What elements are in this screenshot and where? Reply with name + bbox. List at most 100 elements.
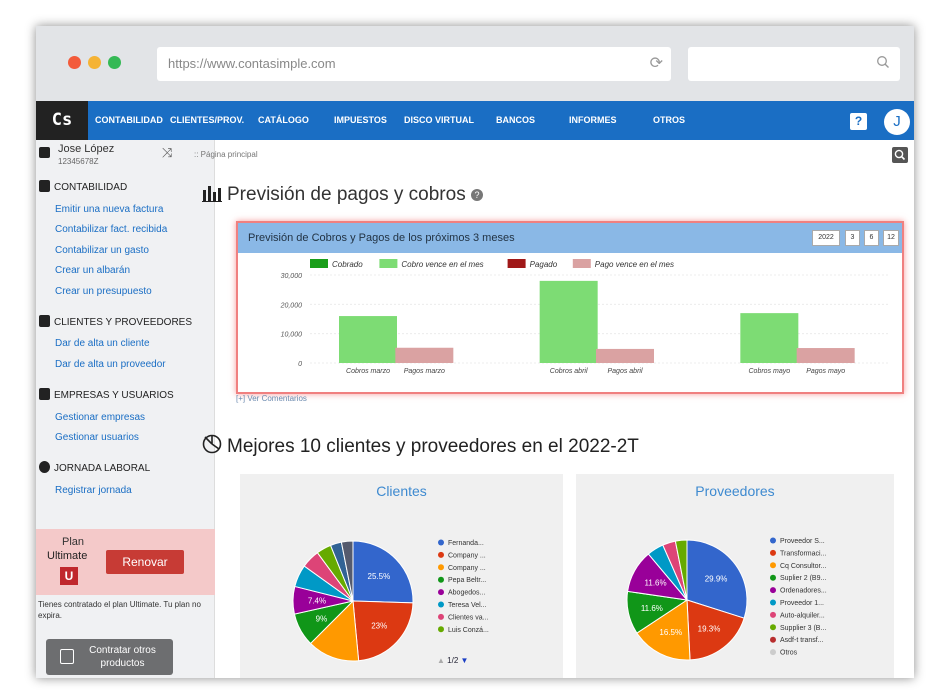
legend-label-ordenadores[interactable]: Ordenadores... xyxy=(780,588,827,595)
legend-dot xyxy=(770,636,776,643)
proveedores-pie-card: Proveedores 29.9% 19.3% 16.5% 11.6% 11.6% Pro… xyxy=(576,474,894,678)
reload-icon[interactable]: ⟳ xyxy=(649,55,663,72)
contract-products-button[interactable]: Contratar otros productos xyxy=(46,639,173,675)
bar-cobros-marzo-cobro-vence-en-el-mes[interactable] xyxy=(339,316,397,363)
x-tick-label-pagos-marzo: Pagos marzo xyxy=(404,368,445,375)
link-alta-proveedor[interactable]: Dar de alta un proveedor xyxy=(55,359,166,370)
search-icon xyxy=(877,56,889,68)
nav-contabilidad[interactable]: CONTABILIDAD xyxy=(95,115,163,125)
bar-pagos-mayo-pago-vence-en-el-mes[interactable] xyxy=(796,348,855,363)
legend-label-company[interactable]: Company ... xyxy=(448,565,486,572)
browser-search-box[interactable] xyxy=(688,47,900,81)
period-6[interactable]: 6 xyxy=(864,230,879,246)
legend-label-cobrado[interactable]: Cobrado xyxy=(332,260,363,269)
link-crear-presupuesto[interactable]: Crear un presupuesto xyxy=(55,286,152,297)
close-window-dot[interactable] xyxy=(68,56,81,69)
legend-dot xyxy=(770,624,776,631)
link-registrar-jornada[interactable]: Registrar jornada xyxy=(55,485,132,496)
link-crear-albaran[interactable]: Crear un albarán xyxy=(55,265,131,276)
x-tick-label-cobros-marzo: Cobros marzo xyxy=(346,368,390,375)
section-title-top10: Mejores 10 clientes y proveedores en el … xyxy=(202,434,639,458)
nav-disco-virtual[interactable]: DISCO VIRTUAL xyxy=(404,115,475,125)
pager-up-icon[interactable]: ▲ xyxy=(437,656,445,665)
nav-otros[interactable]: OTROS xyxy=(653,115,686,125)
legend-label-teresa-vel[interactable]: Teresa Vel... xyxy=(448,602,487,609)
legend-dot xyxy=(770,574,776,581)
legend-swatch-cobrado[interactable] xyxy=(310,259,328,268)
legend-label-supplier-3-b[interactable]: Supplier 3 (B... xyxy=(780,625,826,632)
legend-label-clientes-va[interactable]: Clientes va... xyxy=(448,614,489,621)
minimize-window-dot[interactable] xyxy=(88,56,101,69)
address-bar[interactable]: https://www.contasimple.com ⟳ xyxy=(157,47,671,81)
main-navbar: Cs CONTABILIDAD CLIENTES/PROV. CATÁLOGO … xyxy=(36,101,914,140)
legend-label-otros[interactable]: Otros xyxy=(780,650,798,657)
legend-label-pagado[interactable]: Pagado xyxy=(530,260,558,269)
link-emitir-factura[interactable]: Emitir una nueva factura xyxy=(55,204,164,215)
user-name: Jose López xyxy=(58,143,115,155)
pie-slice-1[interactable] xyxy=(352,540,414,604)
period-3[interactable]: 3 xyxy=(845,230,860,246)
legend-swatch-cobro-vence-en-el-mes[interactable] xyxy=(379,259,398,268)
pie-slice-3[interactable] xyxy=(309,599,360,662)
pie-slice-8[interactable] xyxy=(674,539,688,601)
link-alta-cliente[interactable]: Dar de alta un cliente xyxy=(55,338,150,349)
nav-catalogo[interactable]: CATÁLOGO xyxy=(258,115,309,125)
legend-label-transformaci[interactable]: Transformaci... xyxy=(780,550,826,557)
link-gestionar-empresas[interactable]: Gestionar empresas xyxy=(55,412,146,423)
legend-swatch-pago-vence-en-el-mes[interactable] xyxy=(572,259,591,268)
legend-label-luis-conz[interactable]: Luis Conzá... xyxy=(448,627,489,634)
pie-pager: ▲ 1/2 ▼ xyxy=(437,656,468,665)
nav-clientes-prov[interactable]: CLIENTES/PROV. xyxy=(170,115,245,125)
legend-dot xyxy=(770,587,776,594)
bar-cobros-mayo-cobro-vence-en-el-mes[interactable] xyxy=(740,313,799,363)
legend-label-fernanda[interactable]: Fernanda... xyxy=(448,540,484,547)
renew-button[interactable]: Renovar xyxy=(106,550,184,574)
bar-cobros-abril-cobro-vence-en-el-mes[interactable] xyxy=(539,280,598,363)
legend-label-auto-alquiler[interactable]: Auto-alquiler... xyxy=(780,612,825,619)
pie-slice-10[interactable] xyxy=(340,540,354,602)
legend-label-cobro-vence-en-el-mes[interactable]: Cobro vence en el mes xyxy=(401,260,483,269)
legend-dot xyxy=(438,626,444,633)
pie-data-label: 23% xyxy=(371,622,387,631)
pie-data-label: 29.9% xyxy=(705,575,728,584)
pie-data-label: 19.3% xyxy=(698,625,721,634)
nav-bancos[interactable]: BANCOS xyxy=(496,115,536,125)
legend-label-asdf-t-transf[interactable]: Asdf-t transf... xyxy=(780,637,824,644)
legend-label-proveedor-s[interactable]: Proveedor S... xyxy=(780,538,825,545)
search-zoom-icon[interactable] xyxy=(892,147,908,163)
legend-label-company[interactable]: Company ... xyxy=(448,552,486,559)
bar-pagos-abril-pago-vence-en-el-mes[interactable] xyxy=(596,348,654,363)
switch-user-icon[interactable]: ⤨ xyxy=(162,145,173,160)
app-logo[interactable]: Cs xyxy=(36,101,88,140)
help-icon[interactable]: ? xyxy=(850,113,867,130)
info-icon[interactable]: ? xyxy=(470,189,483,201)
section-contabilidad: CONTABILIDAD xyxy=(39,180,127,193)
period-2022[interactable]: 2022 xyxy=(812,230,840,246)
legend-label-abogedos[interactable]: Abogedos... xyxy=(448,590,485,597)
period-12[interactable]: 12 xyxy=(883,230,899,246)
legend-label-proveedor-1[interactable]: Proveedor 1... xyxy=(780,600,824,607)
nav-impuestos[interactable]: IMPUESTOS xyxy=(334,115,387,125)
url-text: https://www.contasimple.com xyxy=(168,56,336,71)
link-gestionar-usuarios[interactable]: Gestionar usuarios xyxy=(55,432,139,443)
chart-header: Previsión de Cobros y Pagos de los próxi… xyxy=(238,223,902,253)
avatar[interactable]: J xyxy=(884,109,910,135)
link-contabilizar-gasto[interactable]: Contabilizar un gasto xyxy=(55,245,149,256)
legend-label-suplier-2-b9[interactable]: Suplier 2 (B9... xyxy=(780,575,826,582)
pie-slice-2[interactable] xyxy=(352,600,414,662)
legend-swatch-pagado[interactable] xyxy=(507,259,526,268)
legend-label-pepa-beltr[interactable]: Pepa Beltr... xyxy=(448,577,486,584)
view-comments-link[interactable]: [+] Ver Comentarios xyxy=(236,394,307,403)
bar-pagos-marzo-pago-vence-en-el-mes[interactable] xyxy=(395,347,454,363)
browser-window: https://www.contasimple.com ⟳ Cs CONTABI… xyxy=(36,26,914,678)
nav-informes[interactable]: INFORMES xyxy=(569,115,617,125)
maximize-window-dot[interactable] xyxy=(108,56,121,69)
pie-slice-2[interactable] xyxy=(686,599,745,661)
pie-chart-icon xyxy=(202,434,222,454)
pager-down-icon[interactable]: ▼ xyxy=(460,656,469,665)
link-contabilizar-fact-recibida[interactable]: Contabilizar fact. recibida xyxy=(55,224,168,235)
legend-label-cq-consultor[interactable]: Cq Consultor... xyxy=(780,563,826,570)
pie-slice-1[interactable] xyxy=(686,539,748,619)
legend-label-pago-vence-en-el-mes[interactable]: Pago vence en el mes xyxy=(595,260,674,269)
pie-slice-3[interactable] xyxy=(636,599,691,661)
